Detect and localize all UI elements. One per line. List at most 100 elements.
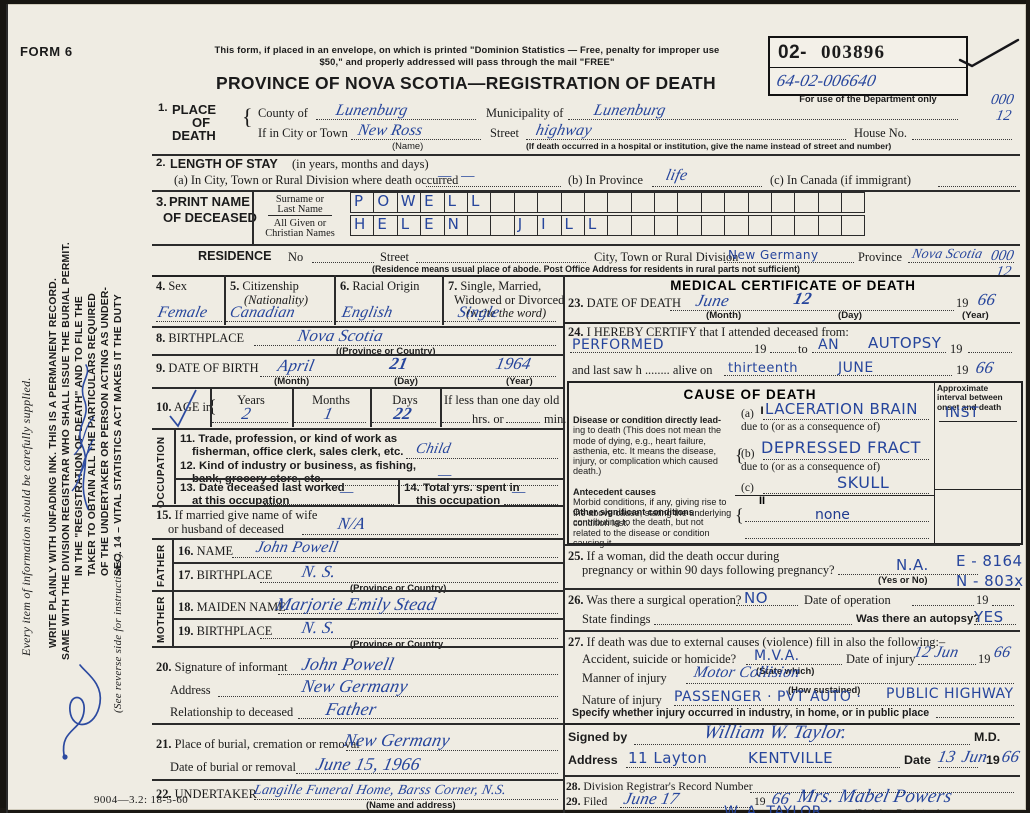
printer-code: 9004—3.2: 18-5-60 — [94, 794, 189, 806]
name-letter-cell[interactable]: P — [350, 192, 374, 213]
name-letter-cell[interactable]: J — [513, 215, 538, 236]
name-letter-cell[interactable]: N — [443, 215, 467, 236]
name-letter-cell[interactable] — [537, 192, 561, 213]
md-label: M.D. — [974, 730, 1001, 744]
hospital-note: (If death occurred in a hospital or inst… — [526, 141, 892, 151]
name-letter-cell[interactable] — [747, 192, 772, 213]
other-conditions-title: Other significant conditions — [573, 507, 694, 517]
birth-day-value: 21 — [388, 354, 410, 373]
street-label: Street — [490, 126, 519, 140]
doctor-city-value: KENTVILLE — [748, 749, 834, 767]
section24-year2-prefix: 19 — [950, 342, 963, 356]
name-letter-cell[interactable]: W — [396, 192, 421, 213]
brace-icon: { — [242, 104, 253, 129]
name-letter-cell[interactable] — [747, 215, 772, 236]
name-letter-cell[interactable] — [724, 215, 748, 236]
name-letter: L — [400, 215, 410, 233]
section1-label-of: OF — [192, 115, 211, 130]
name-letter-cell[interactable] — [817, 215, 842, 236]
section8-sublabel: ((Province or Country) — [336, 345, 436, 356]
section2-sublabel: (in years, months and days) — [292, 157, 429, 171]
name-letter-cell[interactable] — [630, 192, 655, 213]
residence-street-rule — [416, 262, 586, 263]
signature-date-year: 66 — [1000, 747, 1022, 766]
name-letter-cell[interactable] — [817, 192, 842, 213]
medical-certificate-header: MEDICAL CERTIFICATE OF DEATH — [670, 278, 916, 293]
informant-relationship-label: Relationship to deceased — [170, 705, 294, 719]
name-letter-cell[interactable]: L — [466, 192, 491, 213]
name-letter-cell[interactable]: L — [560, 215, 584, 236]
residence-city-label: City, Town or Rural Division — [594, 250, 739, 264]
section9-day-label: (Day) — [394, 376, 418, 387]
age-days-label: Days — [392, 393, 418, 407]
name-letter-cell[interactable] — [724, 192, 748, 213]
name-letter-cell[interactable] — [583, 192, 608, 213]
code-n-803x: N - 803x — [956, 572, 1024, 590]
name-letter-cell[interactable] — [466, 215, 491, 236]
name-letter-cell[interactable] — [841, 192, 865, 213]
stay-city-label: (a) In City, Town or Rural Division wher… — [174, 173, 459, 187]
injury-date-value: 12 Jun — [912, 644, 961, 661]
registration-prefix: 02- — [778, 41, 807, 63]
name-letter-cell[interactable]: O — [373, 192, 397, 213]
name-letter-cell[interactable] — [630, 215, 655, 236]
informant-address-label: Address — [170, 683, 211, 697]
name-letter-cell[interactable] — [677, 192, 701, 213]
stay-city-value: — — — [436, 168, 480, 184]
section5-number: 5. — [230, 279, 240, 293]
residence-label: RESIDENCE — [198, 249, 272, 263]
section7-number: 7. — [448, 279, 458, 293]
section2-number: 2. — [156, 157, 166, 169]
name-letter-cell[interactable] — [654, 192, 678, 213]
marital-status-value: Single — [456, 304, 502, 321]
legal-line-1: SEC. 14 – VITAL STATISTICS ACT MAKES IT … — [113, 293, 124, 576]
name-letter-cell[interactable]: L — [443, 192, 467, 213]
name-letter-cell[interactable] — [677, 215, 701, 236]
name-letter-cell[interactable]: H — [350, 215, 374, 236]
name-letter-cell[interactable] — [700, 215, 725, 236]
name-letter-cell[interactable] — [560, 192, 584, 213]
name-letter-cell[interactable]: L — [583, 215, 608, 236]
surgical-op-value: NO — [744, 589, 769, 607]
accident-suicide-value: M.V.A. — [754, 648, 800, 664]
section25-sublabel: (Yes or No) — [878, 574, 928, 585]
name-letter-cell[interactable]: E — [420, 215, 444, 236]
house-no-rule — [912, 139, 1012, 140]
margin-note-000-top: 000 — [989, 92, 1015, 108]
name-letter-cell[interactable]: I — [537, 215, 561, 236]
name-letter-cell[interactable]: E — [373, 215, 397, 236]
name-letter-cell[interactable] — [771, 215, 795, 236]
cause-c-value: SKULL — [837, 473, 890, 492]
informant-sig-value: John Powell — [299, 654, 396, 674]
name-letter-cell[interactable]: E — [420, 192, 444, 213]
name-letter-cell[interactable] — [490, 192, 514, 213]
name-letter-cell[interactable] — [607, 215, 631, 236]
section15-number: 15. — [156, 508, 172, 522]
name-letter-cell[interactable] — [841, 215, 865, 236]
name-letter-cell[interactable] — [513, 192, 538, 213]
given-label-2: Christian Names — [265, 228, 335, 239]
section27-sublabel: (State which) — [756, 665, 815, 676]
county-label: County of — [258, 106, 308, 120]
doctor-address-label: Address — [568, 753, 618, 767]
name-letter-cell[interactable] — [654, 215, 678, 236]
name-letter-cell[interactable] — [771, 192, 795, 213]
section13-value: — — [338, 484, 356, 500]
name-letter-cell[interactable] — [607, 192, 631, 213]
registration-number-row: 02- 003896 — [770, 38, 966, 68]
undertaker-sublabel: (Name and address) — [366, 799, 456, 810]
section7-label-3: (write the word) — [466, 306, 547, 320]
direct-cause-title: Disease or condition directly lead- — [573, 415, 722, 425]
name-letter-cell[interactable] — [794, 215, 818, 236]
section6-number: 6. — [340, 279, 350, 293]
name-letter-cell[interactable] — [794, 192, 818, 213]
name-letter-cell[interactable] — [490, 215, 514, 236]
name-letter-cell[interactable]: L — [396, 215, 421, 236]
name-letter-cell[interactable] — [700, 192, 725, 213]
given-label-1: All Given or — [273, 218, 327, 229]
signature-date-month: Jun — [960, 747, 990, 766]
residence-province-label: Province — [858, 250, 903, 264]
name-letter: W — [400, 192, 416, 210]
